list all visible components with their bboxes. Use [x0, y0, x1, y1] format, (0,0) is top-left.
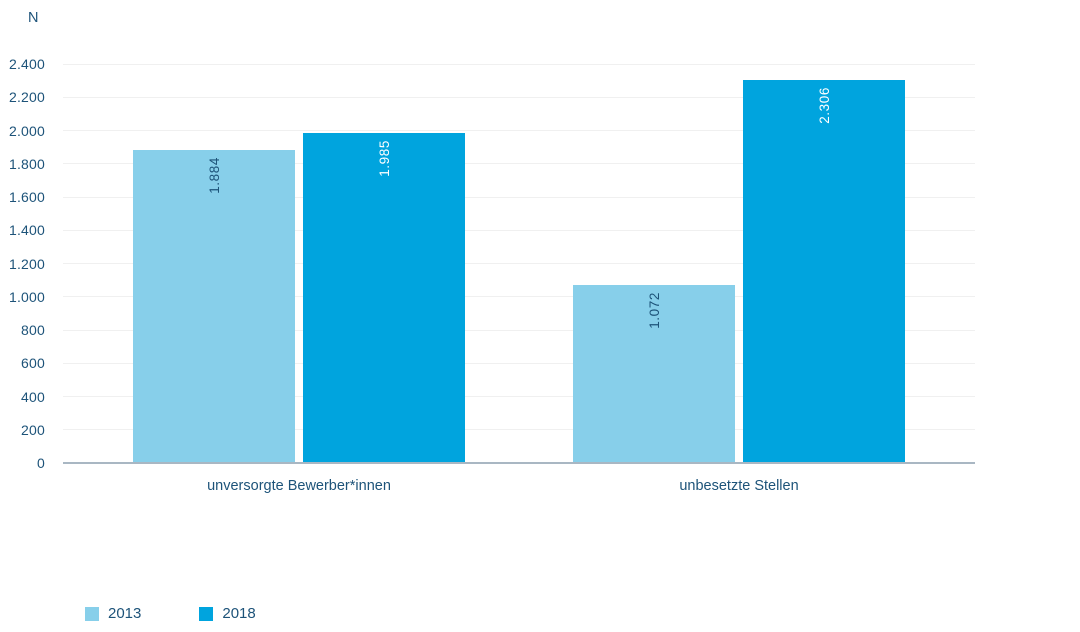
bar-value-text: 1.985	[376, 139, 392, 177]
gridline	[63, 396, 975, 397]
y-axis-tick-label: 400	[21, 388, 45, 405]
x-axis-baseline	[63, 462, 975, 464]
gridline	[63, 296, 975, 298]
bar-value-label: 2.306	[743, 87, 905, 124]
y-axis-tick-label: 0	[37, 455, 45, 471]
y-axis-tick-label: 200	[21, 421, 45, 438]
bar-value-label: 1.884	[133, 157, 295, 194]
y-axis-tick-label: 2.000	[8, 122, 45, 139]
legend-label-2013: 2013	[108, 605, 142, 622]
y-axis-tick-label: 1.400	[8, 222, 45, 239]
gridline	[63, 362, 975, 364]
gridline	[63, 63, 975, 65]
legend-swatch-2018	[199, 606, 214, 621]
gridline	[63, 130, 975, 131]
bar-2018-2: 2.306	[743, 79, 905, 463]
bar-2013-2: 1.072	[573, 284, 735, 463]
legend-item-2018: 2018	[199, 605, 256, 622]
x-axis-category-label: unbesetzte Stellen	[679, 478, 799, 494]
y-axis-tick-label: 800	[21, 322, 45, 338]
gridline	[63, 163, 975, 165]
y-axis-tick-label: 1.000	[8, 288, 45, 305]
x-axis-category-label: unversorgte Bewerber*innen	[207, 478, 391, 494]
gridline	[63, 229, 975, 231]
legend: 2013 2018	[85, 605, 256, 622]
legend-label-2018: 2018	[222, 605, 256, 622]
legend-item-2013: 2013	[85, 605, 141, 622]
y-axis-tick-labels: 0 200 400 600 800 1.000 1.200 1.400 1.600 1.800 2.…	[0, 0, 45, 632]
bar-value-label: 1.072	[573, 292, 735, 329]
gridline	[63, 263, 975, 264]
bar-value-text: 1.884	[206, 156, 222, 194]
bar-2013-1: 1.884	[133, 149, 295, 463]
bar-value-label: 1.985	[303, 140, 465, 177]
gridline	[63, 96, 975, 98]
y-axis-tick-label: 2.200	[8, 89, 45, 106]
gridline	[63, 429, 975, 431]
plot-area: 1.884 1.985 1.072 2.306	[63, 63, 975, 463]
y-axis-tick-label: 1.600	[8, 189, 45, 205]
bar-value-text: 2.306	[816, 86, 832, 124]
y-axis-tick-label: 1.800	[8, 155, 45, 172]
y-axis-tick-label: 1.200	[8, 255, 45, 272]
y-axis-title: N	[28, 10, 39, 26]
bar-2018-1: 1.985	[303, 132, 465, 463]
gridline	[63, 329, 975, 331]
legend-swatch-2013	[85, 606, 99, 621]
y-axis-tick-label: 600	[21, 355, 45, 372]
bar-value-text: 1.072	[646, 291, 662, 329]
gridline	[63, 196, 975, 198]
y-axis-tick-label: 2.400	[8, 56, 45, 72]
